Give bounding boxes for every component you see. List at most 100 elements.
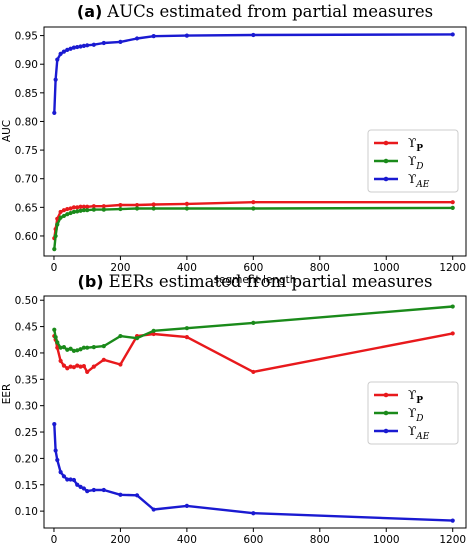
chart-title-text: AUCs estimated from partial measures [106,2,433,21]
data-point [151,206,156,211]
data-point [184,503,189,508]
plot-frame [43,26,467,257]
data-point [134,493,140,498]
data-point [91,345,96,350]
data-point [118,362,123,367]
data-point [85,369,90,375]
series-d [52,205,455,252]
y-tick-label: 0.20 [15,453,38,465]
data-point [85,208,90,213]
data-point [53,77,58,82]
data-point [81,364,86,369]
data-point [450,32,455,37]
x-tick-label: 1200 [439,262,466,274]
data-point [55,222,60,227]
data-point [251,511,256,516]
data-point [65,47,70,53]
chart-title-text: EERs estimated from partial measures [109,272,433,291]
legend-marker [383,140,389,146]
chart-title-tag: (a) [77,2,102,21]
legend-marker [383,158,389,164]
data-point [91,364,96,369]
data-point [68,477,73,482]
data-point [75,363,80,368]
x-tick-label: 200 [110,534,130,545]
data-point [65,366,70,371]
data-point [101,207,106,212]
data-point [55,340,60,345]
data-point [55,457,60,463]
data-point [71,209,77,215]
data-point [81,208,86,213]
data-point [101,40,106,46]
y-tick-label: 0.90 [15,59,38,71]
data-point [75,205,80,210]
x-tick-label: 0 [51,262,58,274]
x-tick-label: 1000 [373,534,400,545]
series-p [52,331,455,375]
x-tick-label: 600 [243,534,263,545]
series-d [52,304,455,353]
data-point [61,474,67,479]
legend-symbol: ϒ [408,406,416,420]
data-point [134,336,140,341]
series-line [53,206,453,250]
data-point [52,327,57,332]
data-point [61,345,67,350]
data-point [68,206,73,211]
data-point [55,57,60,62]
data-point [75,209,80,214]
data-point [55,345,60,350]
data-point [78,204,83,209]
data-point [184,33,189,38]
data-point [81,486,86,491]
data-point [251,369,256,375]
data-point [151,202,156,207]
y-tick-label: 0.35 [15,374,38,386]
y-axis-label: AUC [1,120,13,142]
y-tick-label: 0.75 [15,145,38,157]
data-point [71,348,77,353]
legend-marker [383,176,389,182]
data-point [75,348,80,353]
legend-label: ϒAE [408,172,430,190]
legend-subscript: D [415,414,423,424]
data-point [91,487,96,493]
data-point [151,331,156,337]
data-point [81,204,86,209]
chart-title: (a) AUCs estimated from partial measures [77,2,433,21]
data-point [151,34,156,39]
data-point [118,202,123,208]
legend-symbol: ϒ [408,172,416,186]
legend-item-p: ϒP [374,136,423,154]
data-point [58,470,63,475]
x-tick-label: 800 [310,262,330,274]
y-tick-label: 0.25 [15,427,38,439]
data-point [52,247,57,252]
data-point [68,210,73,216]
y-tick-label: 0.15 [15,480,38,492]
data-point [71,205,77,210]
data-point [251,320,256,325]
legend-item-d: ϒD [374,406,423,424]
data-point [251,200,256,205]
y-tick-label: 0.40 [15,348,38,360]
data-point [78,364,83,369]
x-tick-label: 400 [177,262,197,274]
series-ae [52,422,455,523]
legend-item-ae: ϒAE [374,172,430,190]
plot-frame [43,295,467,529]
y-tick-label: 0.95 [15,31,38,43]
data-point [78,208,83,213]
x-tick-label: 200 [110,262,130,274]
chart-title: (b) EERs estimated from partial measures [78,272,433,291]
legend-label: ϒP [408,388,423,406]
legend-item-d: ϒD [374,154,423,172]
data-point [85,345,90,350]
data-point [118,206,123,212]
data-point [68,46,73,51]
data-point [101,487,106,493]
data-point [91,42,96,47]
